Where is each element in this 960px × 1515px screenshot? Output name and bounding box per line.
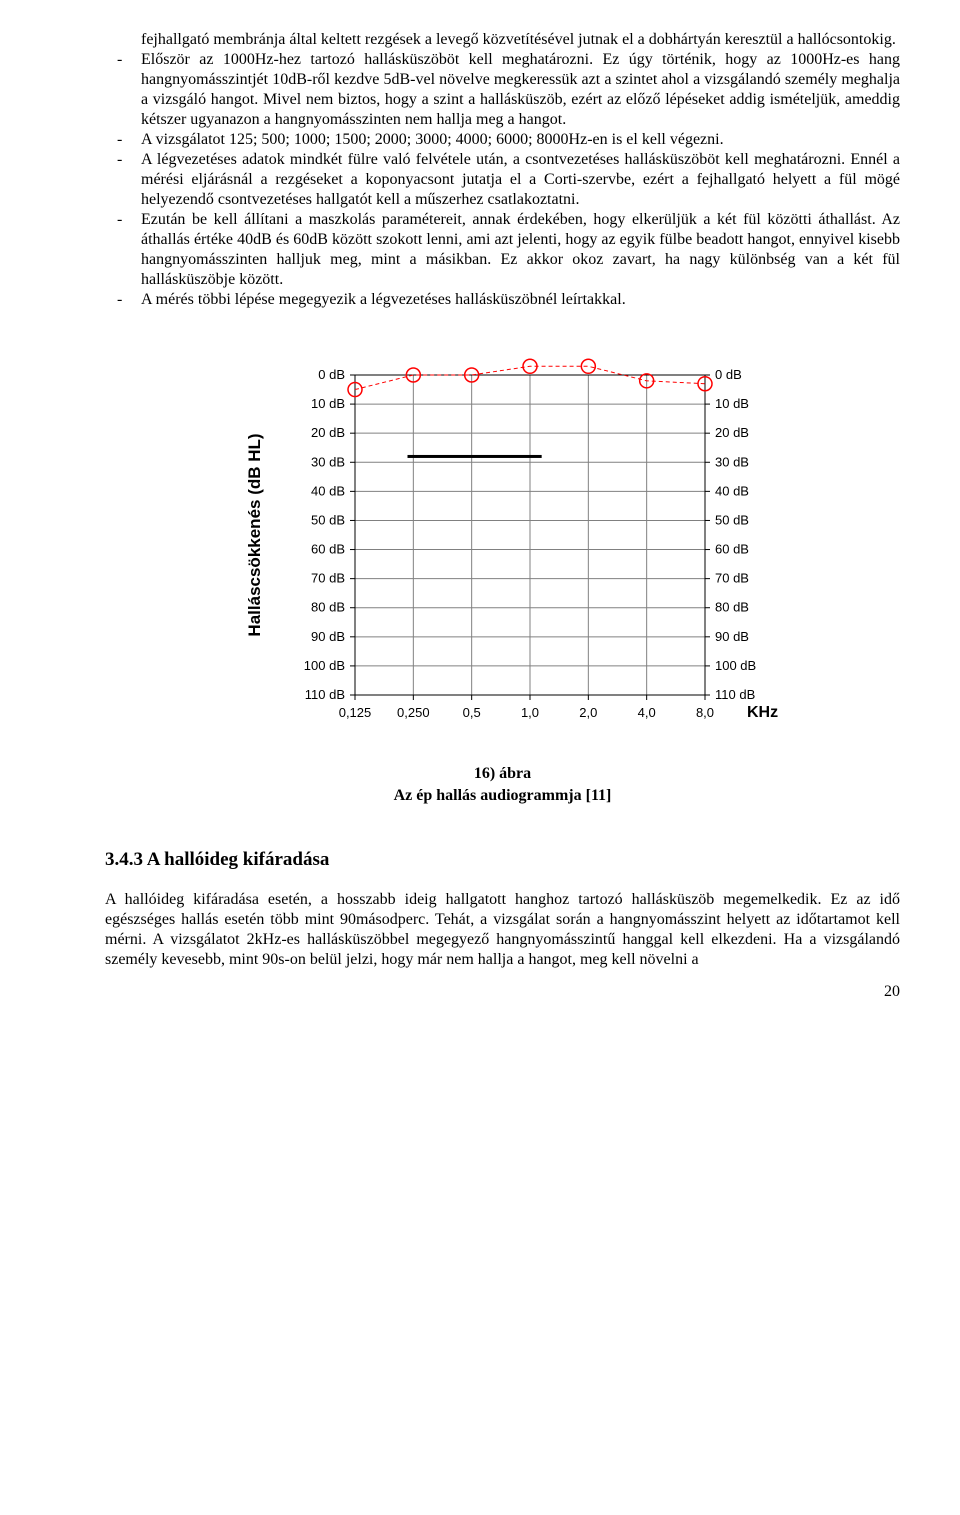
svg-text:20 dB: 20 dB xyxy=(311,425,345,440)
svg-text:20 dB: 20 dB xyxy=(715,425,749,440)
svg-text:10 dB: 10 dB xyxy=(311,396,345,411)
svg-text:80 dB: 80 dB xyxy=(715,600,749,615)
svg-text:110 dB: 110 dB xyxy=(305,687,345,702)
page-number: 20 xyxy=(105,982,900,1002)
svg-text:8,0: 8,0 xyxy=(696,705,714,720)
svg-text:80 dB: 80 dB xyxy=(311,600,345,615)
list-item: Először az 1000Hz-hez tartozó hallásküsz… xyxy=(105,50,900,130)
section-number: 3.4.3 xyxy=(105,849,143,870)
svg-text:KHz: KHz xyxy=(747,704,778,721)
continuation-paragraph: fejhallgató membránja által keltett rezg… xyxy=(105,30,900,50)
svg-text:70 dB: 70 dB xyxy=(311,571,345,586)
list-item: Ezután be kell állítani a maszkolás para… xyxy=(105,210,900,290)
svg-text:50 dB: 50 dB xyxy=(311,512,345,527)
section-heading: 3.4.3 A hallóideg kifáradása xyxy=(105,848,900,872)
caption-line-2: Az ép hallás audiogrammja [11] xyxy=(394,787,612,804)
section-body: A hallóideg kifáradása esetén, a hosszab… xyxy=(105,890,900,970)
caption-line-1: 16) ábra xyxy=(474,765,531,782)
svg-text:60 dB: 60 dB xyxy=(311,542,345,557)
svg-text:40 dB: 40 dB xyxy=(715,483,749,498)
svg-text:90 dB: 90 dB xyxy=(311,629,345,644)
list-item: A mérés többi lépése megegyezik a légvez… xyxy=(105,290,900,310)
svg-text:30 dB: 30 dB xyxy=(311,454,345,469)
svg-text:40 dB: 40 dB xyxy=(311,483,345,498)
svg-text:30 dB: 30 dB xyxy=(715,454,749,469)
svg-text:0,5: 0,5 xyxy=(463,705,481,720)
svg-text:1,0: 1,0 xyxy=(521,705,539,720)
svg-text:70 dB: 70 dB xyxy=(715,571,749,586)
list-item: A légvezetéses adatok mindkét fülre való… xyxy=(105,150,900,210)
svg-text:100 dB: 100 dB xyxy=(304,658,345,673)
list-item: A vizsgálatot 125; 500; 1000; 1500; 2000… xyxy=(105,130,900,150)
svg-text:Halláscsökkenés (dB HL): Halláscsökkenés (dB HL) xyxy=(245,433,264,636)
svg-text:4,0: 4,0 xyxy=(638,705,656,720)
figure-caption: 16) ábra Az ép hallás audiogrammja [11] xyxy=(105,763,900,808)
svg-text:0,250: 0,250 xyxy=(397,705,430,720)
audiogram-chart: 0 dB 10 dB 20 dB 30 dB 40 dB 50 dB 60 dB 70 dB 8… xyxy=(225,345,780,745)
svg-text:100 dB: 100 dB xyxy=(715,658,756,673)
svg-text:60 dB: 60 dB xyxy=(715,542,749,557)
svg-text:50 dB: 50 dB xyxy=(715,512,749,527)
svg-text:90 dB: 90 dB xyxy=(715,629,749,644)
svg-text:2,0: 2,0 xyxy=(579,705,597,720)
svg-text:0 dB: 0 dB xyxy=(318,367,345,382)
section-title: A hallóideg kifáradása xyxy=(147,849,330,870)
svg-text:10 dB: 10 dB xyxy=(715,396,749,411)
svg-text:0 dB: 0 dB xyxy=(715,367,742,382)
procedure-list: Először az 1000Hz-hez tartozó hallásküsz… xyxy=(105,50,900,310)
svg-text:110 dB: 110 dB xyxy=(715,687,755,702)
svg-text:0,125: 0,125 xyxy=(339,705,372,720)
figure-audiogram: 0 dB 10 dB 20 dB 30 dB 40 dB 50 dB 60 dB 70 dB 8… xyxy=(105,345,900,808)
